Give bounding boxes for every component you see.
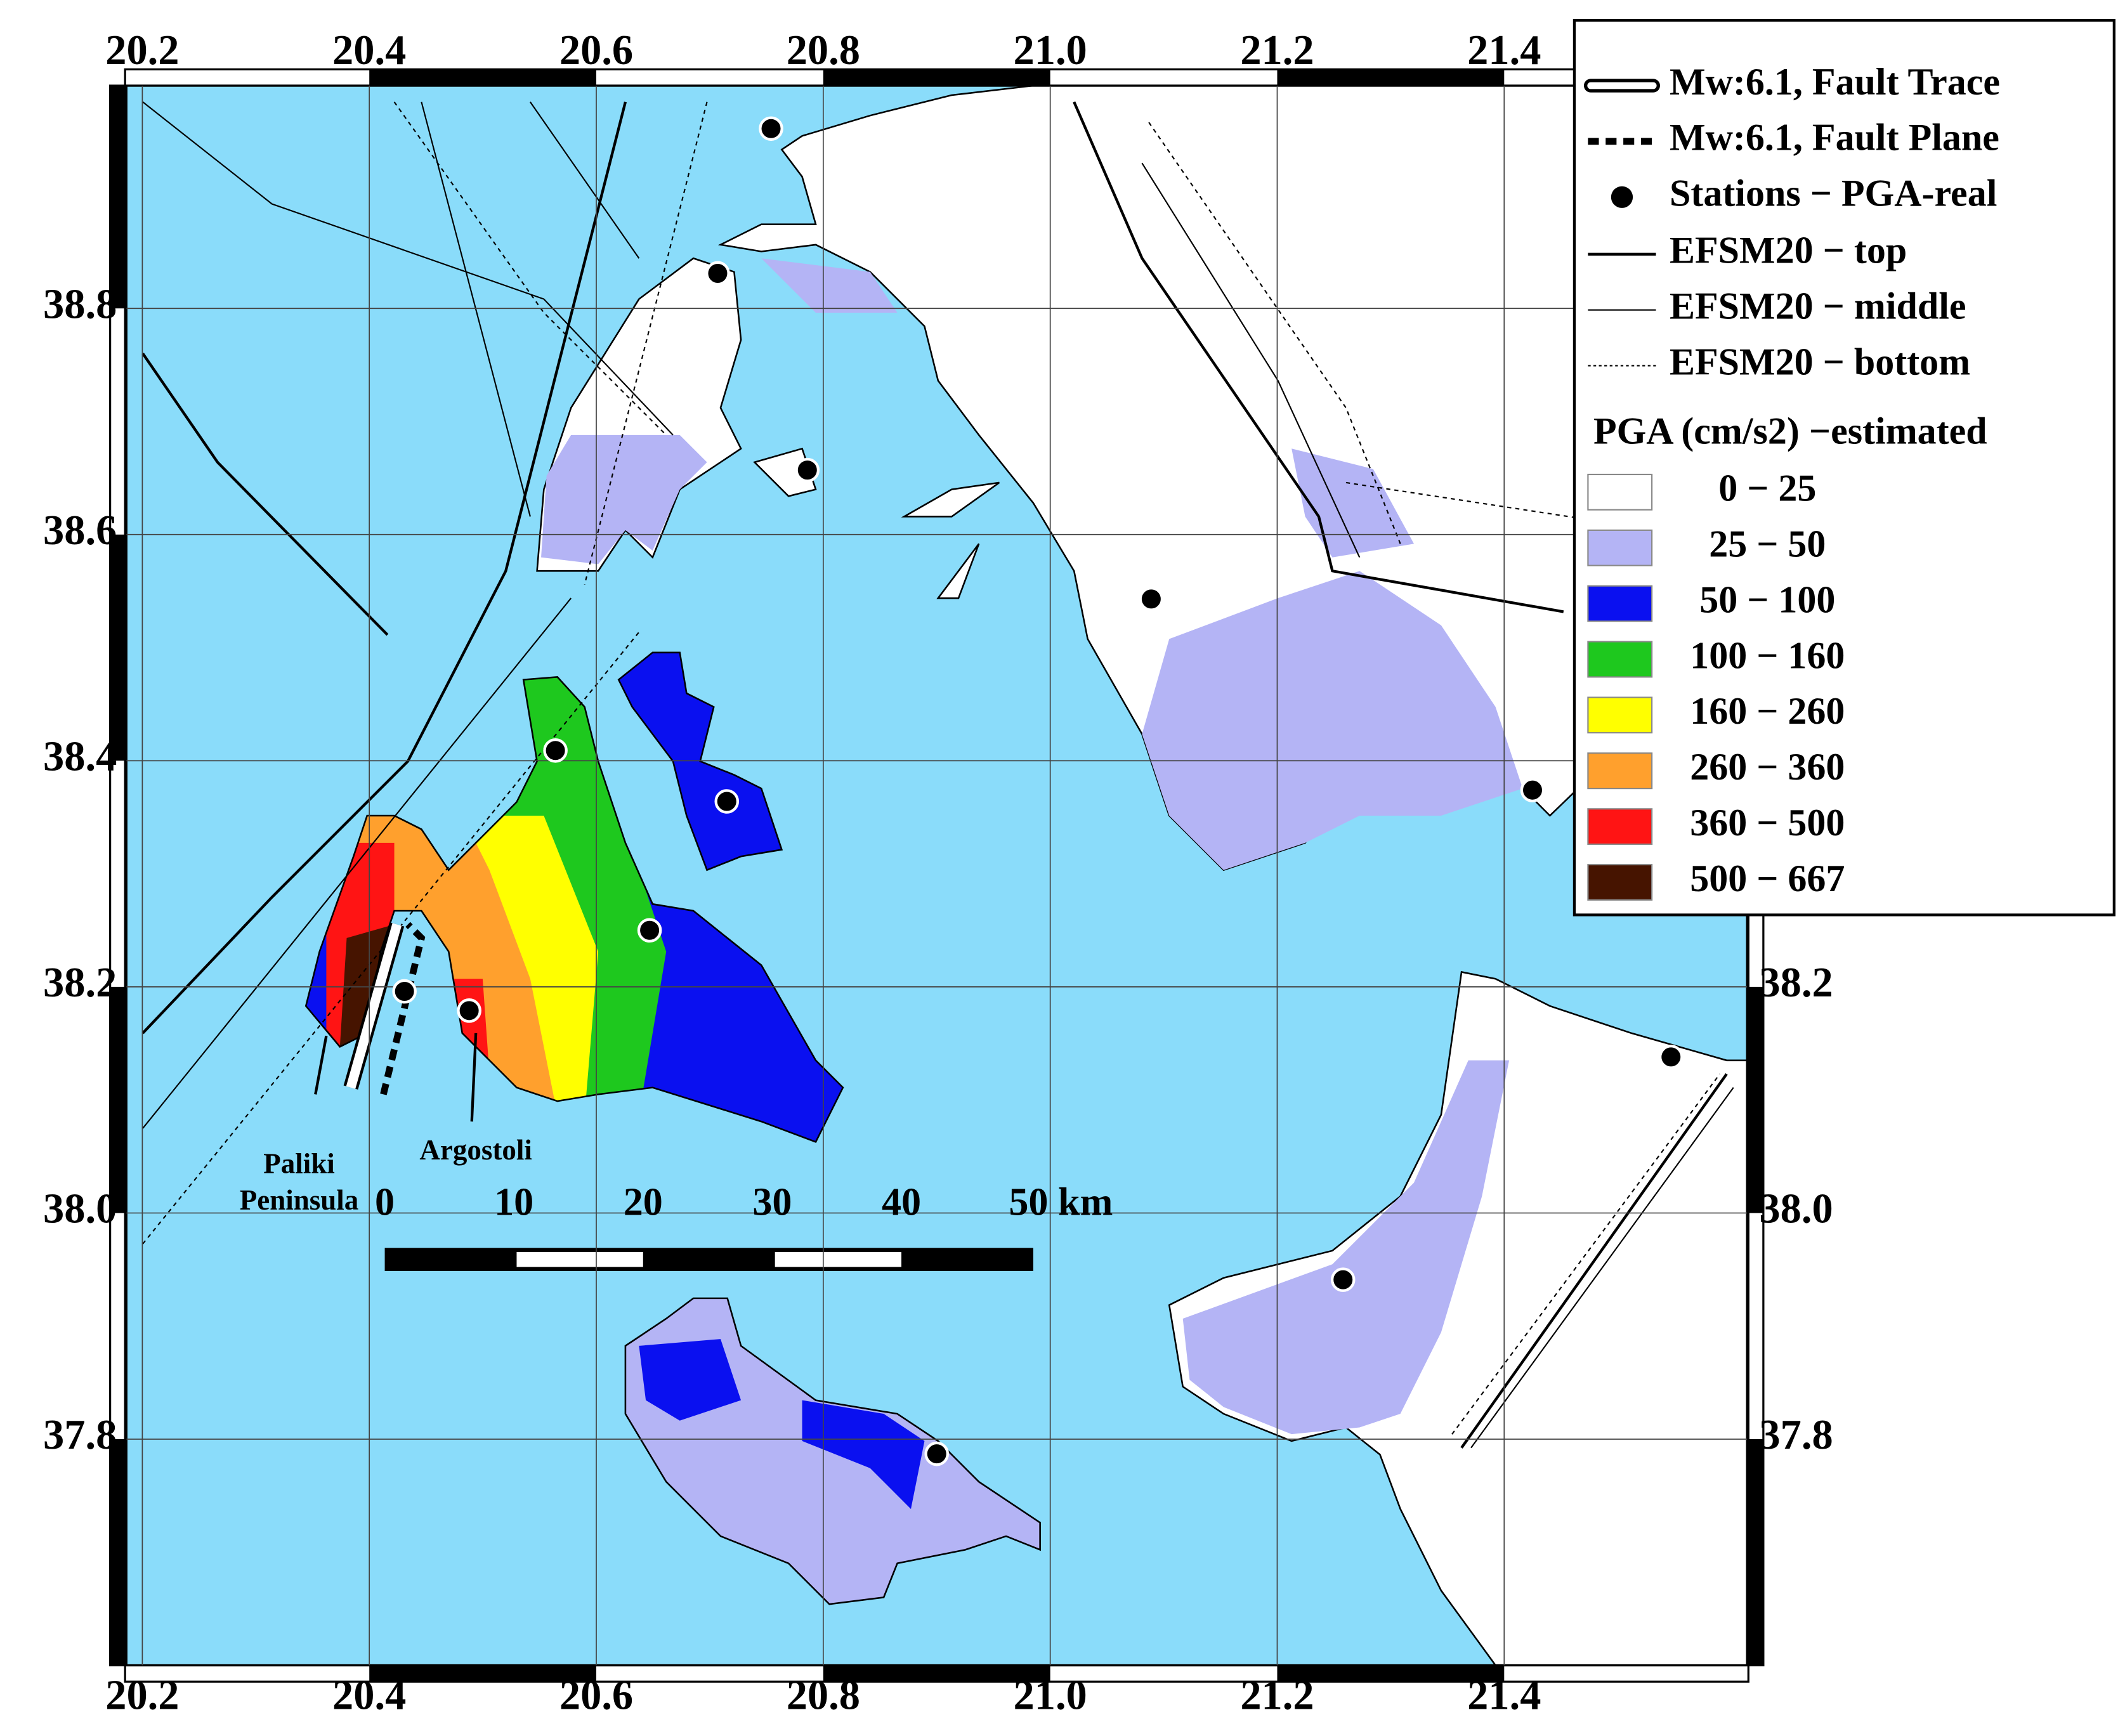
legend-label: EFSM20 − bottom: [1670, 341, 1970, 382]
legend-label: 260 − 360: [1690, 746, 1845, 788]
lat-tick-label: 38.2: [43, 960, 117, 1006]
legend-box: [1573, 19, 2115, 917]
kalamos: [901, 481, 1000, 599]
scale-label: 20: [624, 1180, 663, 1224]
station: [705, 261, 730, 286]
frame-bar: [823, 69, 1050, 86]
lat-tick-label: 37.8: [1759, 1412, 1833, 1458]
station: [392, 979, 417, 1004]
frame-bar: [1747, 1439, 1763, 1666]
annotation: Paliki: [263, 1147, 335, 1179]
legend-label: EFSM20 − middle: [1670, 285, 1966, 327]
station: [714, 789, 740, 814]
peloponnese: [1168, 970, 1748, 1666]
lon-tick-label: 20.4: [332, 27, 406, 74]
legend-sample: [1611, 186, 1633, 208]
frame-bar: [110, 986, 127, 1213]
lon-tick-label: 21.4: [1467, 27, 1541, 74]
annotation: Argostoli: [419, 1134, 532, 1166]
lon-tick-label: 21.2: [1240, 27, 1314, 74]
lat-tick-label: 38.0: [1759, 1186, 1833, 1232]
scale-label: 30: [752, 1180, 792, 1224]
legend-label: 50 − 100: [1699, 578, 1835, 620]
zakynthos-shade: [639, 1339, 925, 1510]
frame-bar: [369, 69, 597, 86]
legend-swatch: [1587, 529, 1653, 566]
lat-tick-label: 38.4: [43, 734, 117, 780]
legend: Mw:6.1, Fault Trace Mw:6.1, Fault Plane St…: [1573, 19, 2115, 917]
lat-tick-label: 38.8: [43, 281, 117, 327]
scale-bar-seg: [516, 1251, 643, 1267]
station: [543, 738, 568, 763]
station: [1658, 1045, 1684, 1069]
station: [1330, 1267, 1356, 1292]
lon-tick-label: 21.4: [1467, 1672, 1541, 1718]
lon-tick-label: 20.6: [559, 1672, 633, 1718]
scale-label: 40: [882, 1180, 921, 1224]
legend-label: 25 − 50: [1709, 523, 1826, 565]
legend-label: 500 − 667: [1690, 858, 1845, 899]
station: [759, 116, 783, 141]
lat-tick-label: 38.2: [1759, 960, 1833, 1006]
lat-tick-label: 37.8: [43, 1412, 117, 1458]
scale-bar-seg: [775, 1251, 902, 1267]
peloponnese-shade: [1182, 1060, 1510, 1435]
scale-label: 10: [494, 1180, 533, 1224]
legend-swatch: [1587, 752, 1653, 790]
legend-label: 0 − 25: [1718, 467, 1816, 509]
station: [795, 457, 820, 483]
legend-swatch: [1587, 864, 1653, 901]
frame-bar: [369, 1665, 597, 1682]
lefkada-shade: [541, 434, 707, 565]
frame: 20.220.220.420.420.620.620.820.821.021.0…: [43, 27, 1833, 1718]
legend-title: PGA (cm/s2) −estimated: [1593, 410, 1987, 452]
legend-label: Stations − PGA-real: [1670, 173, 1997, 214]
lon-tick-label: 20.6: [559, 27, 633, 74]
scale-label: 0: [375, 1180, 395, 1224]
mainland-shade: [761, 258, 1523, 870]
scale-label: 50 km: [1009, 1180, 1113, 1224]
station: [924, 1441, 950, 1466]
legend-label: 100 − 160: [1690, 634, 1845, 676]
map-body: [126, 86, 1748, 1666]
legend-label: Mw:6.1, Fault Plane: [1670, 117, 1999, 159]
lon-tick-label: 21.0: [1014, 27, 1087, 74]
frame-bar: [110, 534, 127, 761]
legend-swatch: [1587, 808, 1653, 845]
legend-swatch: [1587, 641, 1653, 678]
legend-label: EFSM20 − top: [1670, 230, 1907, 271]
station: [1520, 778, 1545, 802]
station: [637, 918, 662, 943]
ithaca: [617, 651, 783, 871]
lon-tick-label: 20.8: [787, 27, 860, 74]
lat-tick-label: 38.0: [43, 1186, 117, 1232]
legend-label: 360 − 500: [1690, 802, 1845, 844]
kefalonia: [304, 676, 844, 1143]
legend-label: Mw:6.1, Fault Trace: [1670, 61, 2000, 103]
lat-tick-label: 38.6: [43, 507, 117, 554]
frame-bar: [1747, 986, 1763, 1213]
legend-swatch: [1587, 696, 1653, 734]
lon-tick-label: 20.2: [105, 27, 179, 74]
label-pointers: [314, 1033, 478, 1122]
frame-bar: [1277, 1665, 1505, 1682]
annotation: Peninsula: [240, 1184, 359, 1216]
frame-bar: [110, 1439, 127, 1666]
scale-bar: [384, 1248, 1033, 1271]
fault-plane: [380, 922, 426, 1095]
frame-bar: [110, 86, 127, 309]
legend-label: 160 − 260: [1690, 690, 1845, 732]
fault-trace: [346, 923, 402, 1089]
frame-bar: [823, 1665, 1050, 1682]
station: [457, 998, 481, 1023]
lon-tick-label: 21.0: [1014, 1672, 1087, 1718]
station: [1139, 587, 1164, 611]
legend-swatch: [1587, 585, 1653, 622]
lon-tick-label: 20.2: [105, 1672, 179, 1718]
frame-bar: [1277, 69, 1505, 86]
legend-swatch: [1587, 473, 1653, 511]
